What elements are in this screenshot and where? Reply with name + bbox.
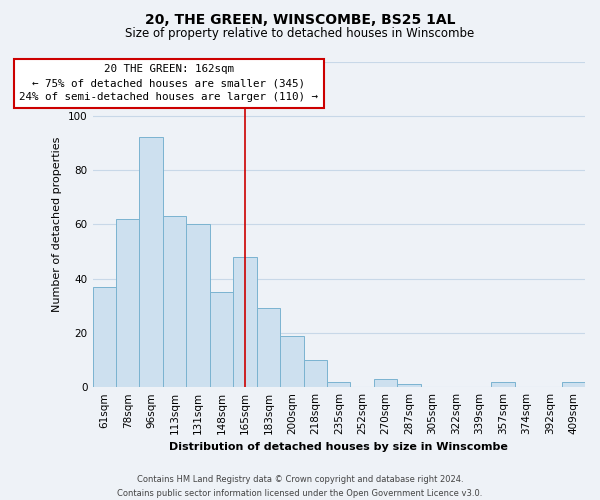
Text: 20, THE GREEN, WINSCOMBE, BS25 1AL: 20, THE GREEN, WINSCOMBE, BS25 1AL [145, 12, 455, 26]
Text: 20 THE GREEN: 162sqm
← 75% of detached houses are smaller (345)
24% of semi-deta: 20 THE GREEN: 162sqm ← 75% of detached h… [19, 64, 318, 102]
Bar [327, 382, 350, 387]
Bar [374, 379, 397, 387]
Bar [233, 257, 257, 387]
Bar [92, 287, 116, 387]
Bar [257, 308, 280, 387]
Bar [139, 138, 163, 387]
Bar [304, 360, 327, 387]
Bar [397, 384, 421, 387]
Bar [187, 224, 210, 387]
Y-axis label: Number of detached properties: Number of detached properties [52, 136, 62, 312]
Bar [562, 382, 585, 387]
Bar [491, 382, 515, 387]
Bar [163, 216, 187, 387]
Bar [280, 336, 304, 387]
Text: Contains HM Land Registry data © Crown copyright and database right 2024.
Contai: Contains HM Land Registry data © Crown c… [118, 476, 482, 498]
Text: Size of property relative to detached houses in Winscombe: Size of property relative to detached ho… [125, 28, 475, 40]
X-axis label: Distribution of detached houses by size in Winscombe: Distribution of detached houses by size … [169, 442, 508, 452]
Bar [210, 292, 233, 387]
Bar [116, 219, 139, 387]
